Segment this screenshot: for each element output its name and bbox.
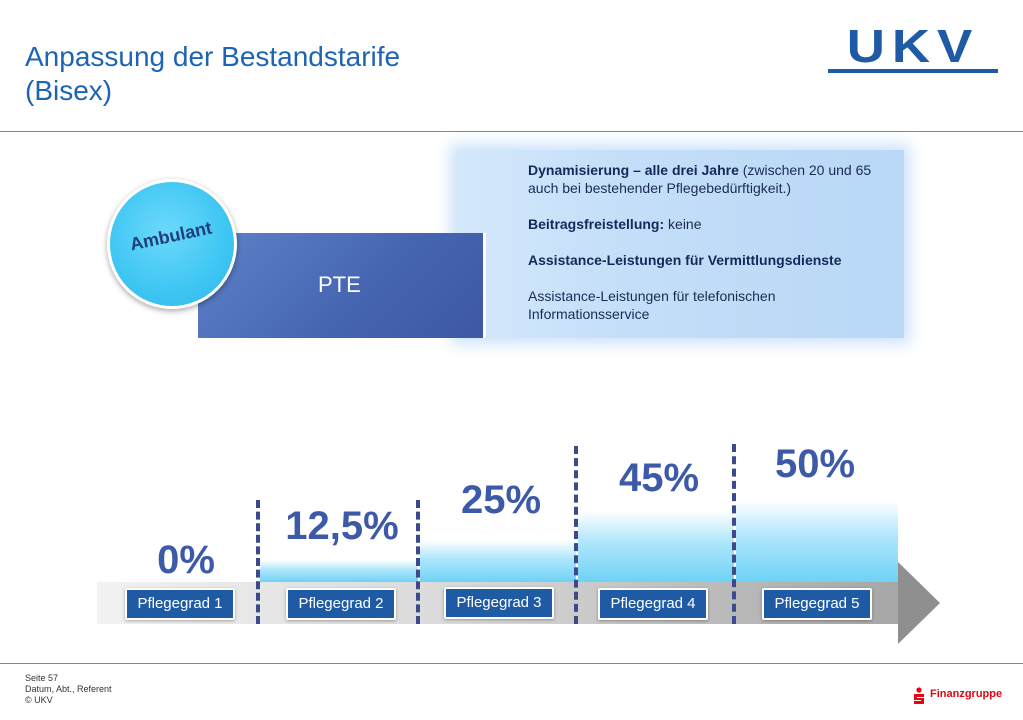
title-line-1: Anpassung der Bestandstarife	[25, 41, 401, 72]
divider-1	[256, 500, 260, 624]
footer-divider	[0, 663, 1023, 664]
percent-pflegegrad-3: 25%	[460, 478, 542, 522]
info-item-vermittlungsdienste: Assistance-Leistungen für Vermittlungsdi…	[528, 251, 888, 269]
percent-pflegegrad-2: 12,5%	[285, 504, 399, 548]
footer-copyright: © UKV	[25, 695, 53, 705]
divider-4	[732, 444, 736, 624]
footer-meta: Seite 57 Datum, Abt., Referent © UKV	[25, 673, 112, 706]
progress-arrow-head	[898, 562, 940, 644]
pte-box	[198, 233, 486, 338]
label-pflegegrad-1: Pflegegrad 1	[125, 588, 235, 620]
ambulant-badge	[107, 179, 237, 309]
info-panel	[456, 150, 904, 338]
divider-3	[574, 446, 578, 624]
step-pflegegrad-4	[578, 510, 734, 582]
info-item-beitragsfreistellung: Beitragsfreistellung: keine	[528, 215, 888, 233]
pte-label: PTE	[318, 272, 361, 297]
sparkasse-s-icon	[914, 687, 924, 704]
label-pflegegrad-5: Pflegegrad 5	[762, 588, 872, 620]
title-line-2: (Bisex)	[25, 75, 113, 106]
info-text: Dynamisierung – alle drei Jahre (zwische…	[528, 161, 888, 341]
page-title: Anpassung der Bestandstarife (Bisex)	[25, 40, 625, 108]
logo-text: UKV	[846, 20, 980, 72]
percent-pflegegrad-5: 50%	[774, 442, 856, 486]
info-item-1-bold: Dynamisierung – alle drei Jahre	[528, 162, 739, 178]
step-pflegegrad-2	[260, 560, 418, 582]
footer-meta-line: Datum, Abt., Referent	[25, 684, 112, 694]
divider-2	[416, 500, 420, 624]
info-item-2-rest: keine	[664, 216, 702, 232]
footer-page-number: Seite 57	[25, 673, 59, 683]
finanzgruppe-logo: Finanzgruppe	[913, 686, 1003, 708]
label-pflegegrad-4: Pflegegrad 4	[598, 588, 708, 620]
info-item-2-bold: Beitragsfreistellung:	[528, 216, 665, 232]
info-item-dynamisierung: Dynamisierung – alle drei Jahre (zwische…	[528, 161, 888, 197]
header-divider	[0, 131, 1023, 132]
percent-pflegegrad-1: 0%	[157, 538, 215, 582]
ukv-logo: UKV	[828, 20, 998, 75]
finanzgruppe-text: Finanzgruppe	[930, 688, 1003, 700]
step-pflegegrad-3	[420, 540, 576, 582]
label-pflegegrad-2: Pflegegrad 2	[286, 588, 396, 620]
info-item-4-text: Assistance-Leistungen für telefonischen …	[528, 288, 776, 322]
label-pflegegrad-3: Pflegegrad 3	[444, 587, 554, 619]
info-item-informationsservice: Assistance-Leistungen für telefonischen …	[528, 287, 888, 323]
percent-pflegegrad-4: 45%	[618, 456, 700, 500]
info-item-1-rest: (zwischen 20 und 65 auch bei bestehender…	[528, 162, 872, 196]
info-item-3-bold: Assistance-Leistungen für Vermittlungsdi…	[528, 252, 842, 268]
logo-underline	[828, 69, 998, 73]
step-pflegegrad-5	[736, 500, 898, 582]
